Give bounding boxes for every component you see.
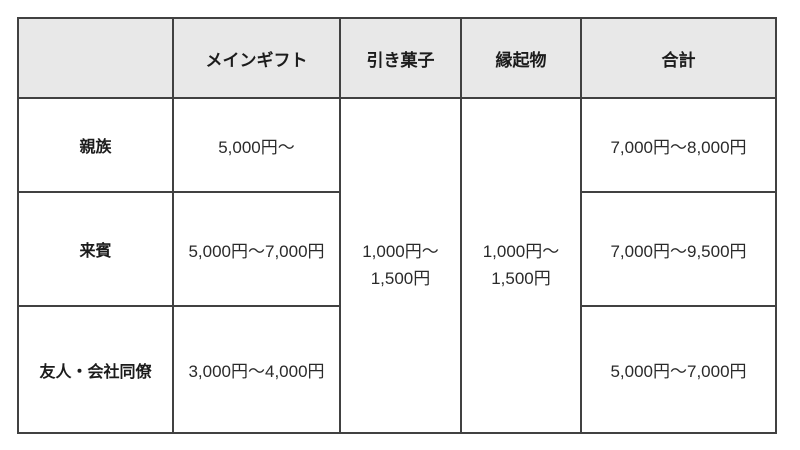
header-cell-engimono: 縁起物 (460, 17, 582, 99)
cell-total-guests: 7,000円〜9,500円 (580, 191, 777, 307)
header-cell-empty (17, 17, 174, 99)
cell-total-relatives: 7,000円〜8,000円 (580, 97, 777, 193)
cell-hikigashi-merged: 1,000円〜 1,500円 (339, 97, 462, 434)
header-row: メインギフト 引き菓子 縁起物 合計 (17, 17, 777, 99)
cell-main-gift-relatives: 5,000円〜 (172, 97, 341, 193)
row-label-guests: 来賓 (17, 191, 174, 307)
header-cell-main-gift: メインギフト (172, 17, 341, 99)
cell-main-gift-friends-colleagues: 3,000円〜4,000円 (172, 305, 341, 434)
header-cell-total: 合計 (580, 17, 777, 99)
cell-engimono-merged: 1,000円〜 1,500円 (460, 97, 582, 434)
gift-price-table: メインギフト 引き菓子 縁起物 合計 親族 5,000円〜 1,000円〜 1,… (17, 17, 777, 434)
cell-main-gift-guests: 5,000円〜7,000円 (172, 191, 341, 307)
table-row-guests: 来賓 5,000円〜7,000円 7,000円〜9,500円 (17, 191, 777, 307)
header-cell-hikigashi: 引き菓子 (339, 17, 462, 99)
row-label-relatives: 親族 (17, 97, 174, 193)
row-label-friends-colleagues: 友人・会社同僚 (17, 305, 174, 434)
table-row-friends-colleagues: 友人・会社同僚 3,000円〜4,000円 5,000円〜7,000円 (17, 305, 777, 434)
table-row-relatives: 親族 5,000円〜 1,000円〜 1,500円 1,000円〜 1,500円… (17, 97, 777, 434)
cell-total-friends-colleagues: 5,000円〜7,000円 (580, 305, 777, 434)
